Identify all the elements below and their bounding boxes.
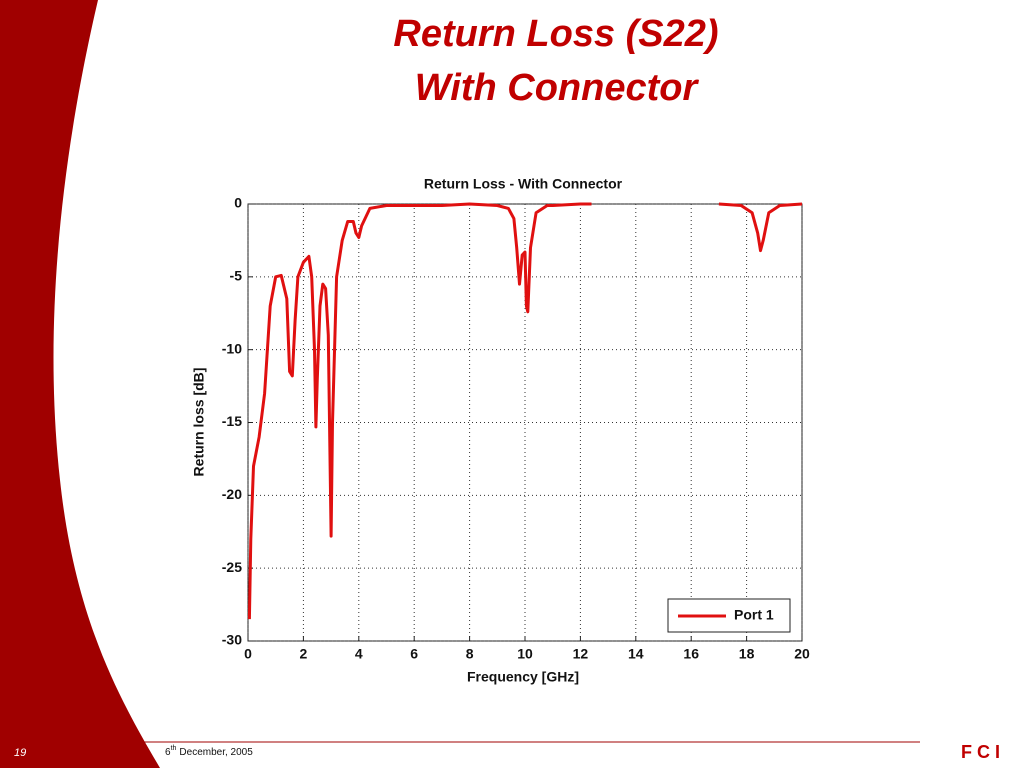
y-tick-label: -15 [222,413,242,429]
slide-title: Return Loss (S22) [393,13,718,55]
date: 6th December, 2005 [165,745,253,758]
y-tick-label: -10 [222,340,242,356]
x-tick-label: 10 [517,646,533,662]
date-suffix: th [171,745,177,752]
y-tick-label: -25 [222,559,242,575]
x-tick-label: 18 [739,646,755,662]
legend-label: Port 1 [734,607,774,623]
y-tick-label: -30 [222,632,242,648]
x-tick-label: 16 [683,646,699,662]
y-tick-label: -5 [230,268,243,284]
x-tick-label: 14 [628,646,644,662]
y-tick-label: -20 [222,486,242,502]
data-line [247,202,803,620]
x-axis-label: Frequency [GHz] [467,669,579,685]
logo: F C I [961,742,1000,762]
date-rest: December, 2005 [179,747,253,758]
x-tick-label: 20 [794,646,810,662]
x-tick-label: 0 [244,646,252,662]
date-day: 6 [165,747,171,758]
slide-title: With Connector [415,67,700,109]
page-number: 19 [14,747,26,759]
y-tick-label: 0 [234,195,242,211]
side-band [0,0,160,768]
chart-title: Return Loss - With Connector [424,176,623,192]
x-tick-label: 8 [466,646,474,662]
x-tick-label: 4 [355,646,363,662]
x-tick-label: 2 [300,646,308,662]
x-tick-label: 12 [573,646,589,662]
x-tick-label: 6 [410,646,418,662]
y-axis-label: Return loss [dB] [191,368,207,477]
